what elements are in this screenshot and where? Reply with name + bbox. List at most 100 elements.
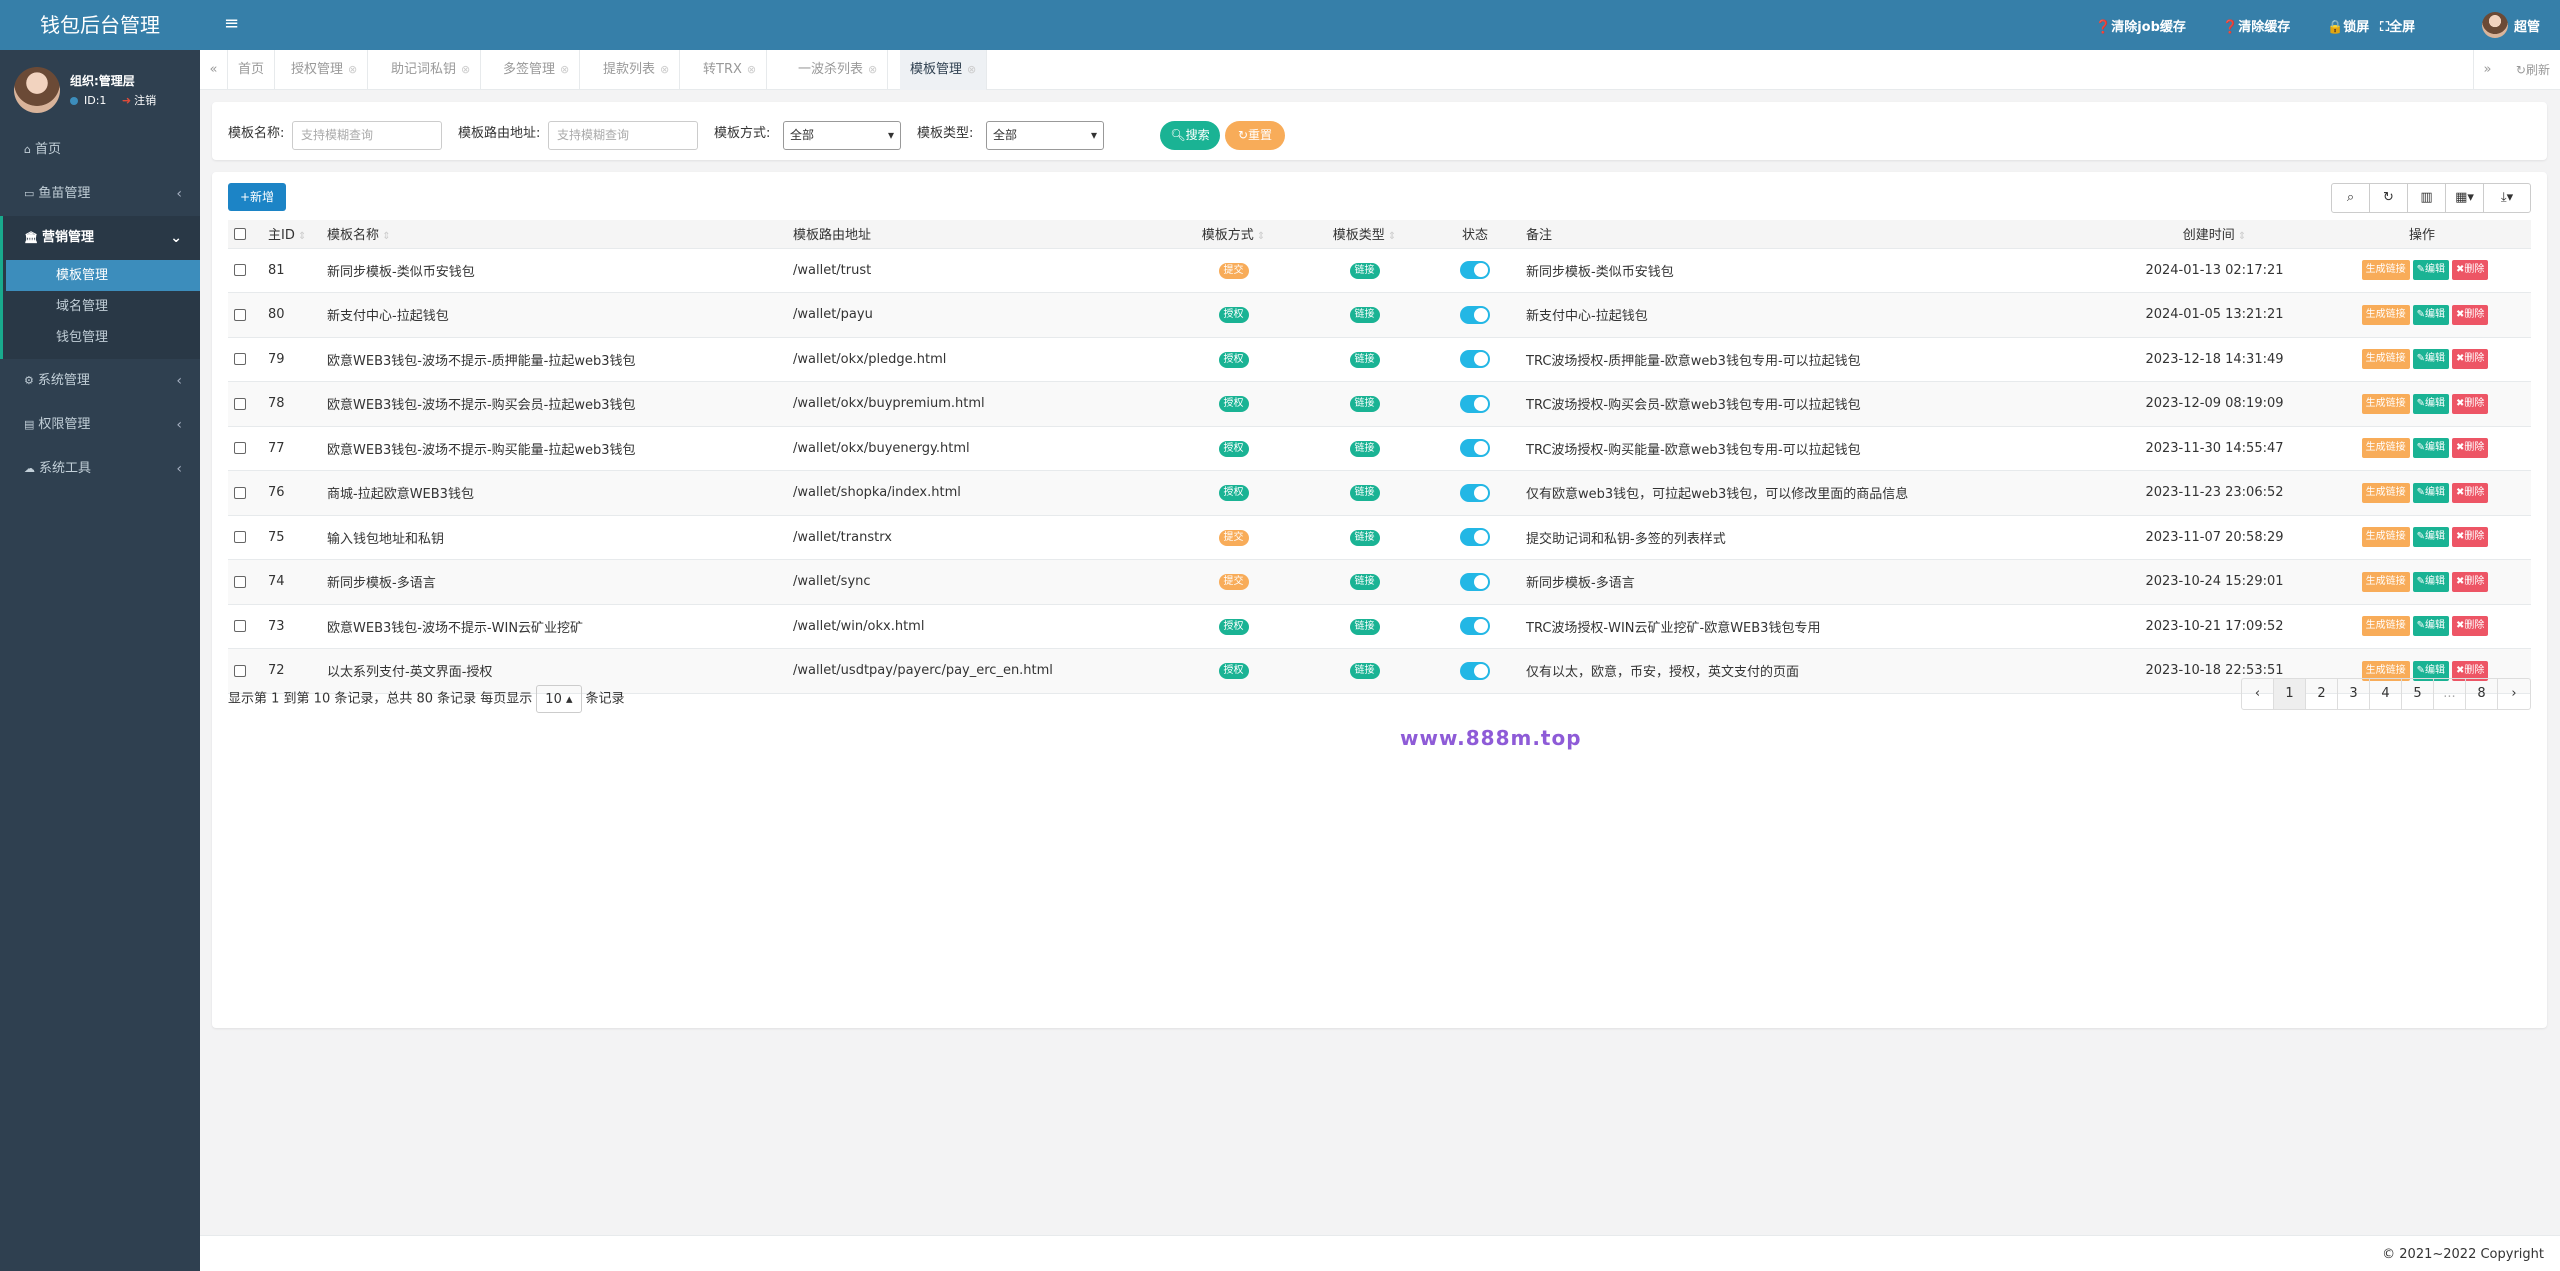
delete-button[interactable]: ✖删除 [2452,527,2489,548]
status-toggle[interactable] [1460,661,1490,680]
row-checkbox[interactable] [234,620,246,633]
reset-button[interactable]: ↻重置 [1225,121,1285,150]
row-checkbox[interactable] [234,575,246,588]
sidebar-item-fish[interactable]: ▭ 鱼苗管理 ‹ [0,172,200,216]
prev-page-button[interactable]: ‹ [2242,679,2274,709]
status-toggle[interactable] [1460,572,1490,591]
generate-link-button[interactable]: 生成链接 [2361,349,2410,370]
edit-button[interactable]: ✎编辑 [2412,260,2449,281]
search-button[interactable]: 🔍︎搜索 [1160,121,1220,150]
delete-button[interactable]: ✖删除 [2452,482,2489,503]
sidebar-item-home[interactable]: ⌂ 首页 [0,128,200,172]
admin-avatar[interactable] [2482,12,2508,38]
sidebar-item-marketing[interactable]: 🏛 营销管理 ⌄ [0,216,200,260]
export-icon[interactable]: ⤓▾ [2500,190,2514,205]
edit-button[interactable]: ✎编辑 [2412,571,2449,592]
edit-button[interactable]: ✎编辑 [2412,616,2449,637]
tab-trx[interactable]: 转TRX ⊗ [693,50,768,90]
generate-link-button[interactable]: 生成链接 [2361,304,2410,325]
status-toggle[interactable] [1460,528,1490,547]
sidebar-item-tools[interactable]: ☁ 系统工具 ‹ [0,447,200,491]
add-button[interactable]: +新增 [228,183,286,211]
toggle-view-icon[interactable]: ▥ [2408,184,2446,212]
close-icon[interactable]: ⊗ [560,63,570,76]
page-button[interactable]: 8 [2466,679,2498,709]
sidebar-subitem-template[interactable]: 模板管理 [6,260,200,291]
status-toggle[interactable] [1460,483,1490,502]
search-icon[interactable]: ⌕ [2332,184,2370,212]
delete-button[interactable]: ✖删除 [2452,571,2489,592]
generate-link-button[interactable]: 生成链接 [2361,482,2410,503]
delete-button[interactable]: ✖删除 [2452,304,2489,325]
row-checkbox[interactable] [234,353,246,366]
status-toggle[interactable] [1460,617,1490,636]
logout-link[interactable]: ➜ 注销 [122,94,156,107]
close-icon[interactable]: ⊗ [461,63,471,76]
close-icon[interactable]: ⊗ [967,63,977,76]
sidebar-subitem-domain[interactable]: 域名管理 [56,299,109,314]
next-page-button[interactable]: › [2511,686,2517,701]
page-size-select[interactable]: 10 ▴ [536,685,582,713]
edit-button[interactable]: ✎编辑 [2412,349,2449,370]
status-toggle[interactable] [1460,439,1490,458]
generate-link-button[interactable]: 生成链接 [2361,527,2410,548]
admin-name[interactable]: 超管 [2514,20,2541,35]
close-icon[interactable]: ⊗ [746,63,757,76]
delete-button[interactable]: ✖删除 [2452,438,2489,459]
status-toggle[interactable] [1460,350,1490,369]
sidebar-item-system[interactable]: ⚙ 系统管理 ‹ [0,359,200,403]
avatar[interactable] [14,67,60,113]
col-mode[interactable]: 模板方式 [1168,220,1299,249]
col-type[interactable]: 模板类型 [1299,220,1430,249]
fullscreen-button[interactable]: ⛶全屏 [2380,16,2415,35]
clear-job-cache-button[interactable]: ❓清除job缓存 [2095,16,2186,35]
row-checkbox[interactable] [234,531,246,544]
delete-button[interactable]: ✖删除 [2452,393,2489,414]
close-icon[interactable]: ⊗ [348,63,358,76]
tab-multisig[interactable]: 多签管理 ⊗ [493,50,581,90]
tab-home[interactable]: 首页 [228,50,276,90]
status-toggle[interactable] [1460,305,1490,324]
generate-link-button[interactable]: 生成链接 [2361,260,2410,281]
tab-mnemonic[interactable]: 助记词私钥 ⊗ [381,50,482,90]
delete-button[interactable]: ✖删除 [2452,660,2489,681]
type-select[interactable]: 全部 [986,121,1104,150]
menu-toggle-icon[interactable]: ≡ [224,13,240,34]
tab-withdraw[interactable]: 提款列表 ⊗ [593,50,681,90]
edit-button[interactable]: ✎编辑 [2412,304,2449,325]
row-checkbox[interactable] [234,264,246,277]
col-id[interactable]: 主ID [262,220,321,249]
select-all-checkbox[interactable] [234,227,246,240]
name-search-input[interactable]: 支持模糊查询 [292,121,442,150]
clear-cache-button[interactable]: ❓清除缓存 [2222,16,2290,35]
row-checkbox[interactable] [234,486,246,499]
generate-link-button[interactable]: 生成链接 [2361,438,2410,459]
refresh-button[interactable]: ↻刷新 [2516,50,2550,90]
row-checkbox[interactable] [234,664,246,677]
tab-auth[interactable]: 授权管理 ⊗ [281,50,369,90]
sidebar-subitem-wallet[interactable]: 钱包管理 [56,330,109,345]
edit-button[interactable]: ✎编辑 [2412,438,2449,459]
page-button[interactable]: 2 [2306,679,2338,709]
row-checkbox[interactable] [234,442,246,455]
columns-icon[interactable]: ▦▾ [2446,184,2484,212]
status-toggle[interactable] [1460,394,1490,413]
generate-link-button[interactable]: 生成链接 [2361,616,2410,637]
path-search-input[interactable]: 支持模糊查询 [548,121,698,150]
page-button[interactable]: 1 [2274,679,2306,709]
mode-select[interactable]: 全部 [783,121,901,150]
tabs-scroll-left-icon[interactable]: « [200,50,228,90]
row-checkbox[interactable] [234,308,246,321]
generate-link-button[interactable]: 生成链接 [2361,571,2410,592]
tabs-scroll-right-icon[interactable]: » [2473,50,2501,90]
status-toggle[interactable] [1460,261,1490,280]
edit-button[interactable]: ✎编辑 [2412,482,2449,503]
edit-button[interactable]: ✎编辑 [2412,660,2449,681]
delete-button[interactable]: ✖删除 [2452,349,2489,370]
page-button[interactable]: 3 [2338,679,2370,709]
tab-template[interactable]: 模板管理 ⊗ [900,50,988,90]
refresh-icon[interactable]: ↻ [2370,184,2408,212]
close-icon[interactable]: ⊗ [868,63,878,76]
generate-link-button[interactable]: 生成链接 [2361,393,2410,414]
sidebar-item-permission[interactable]: ▤ 权限管理 ‹ [0,403,200,447]
